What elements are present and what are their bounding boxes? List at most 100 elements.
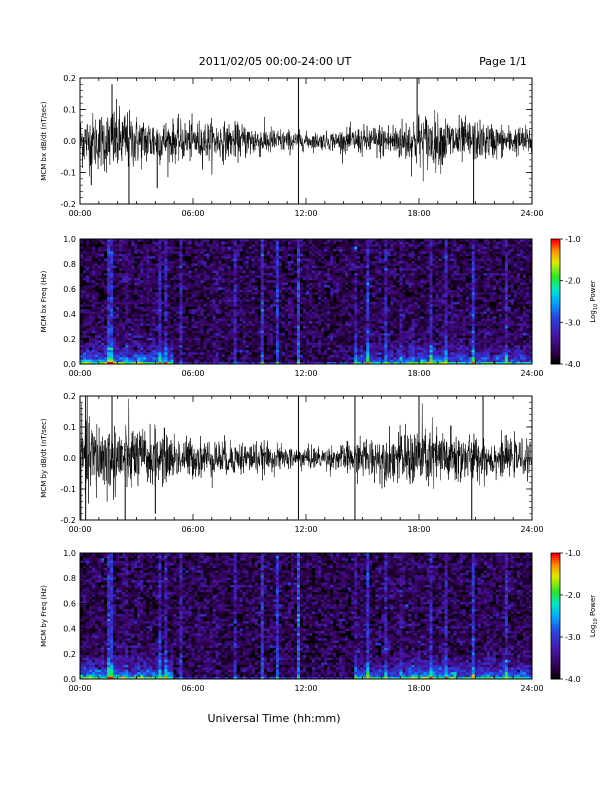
heat-cell	[206, 282, 210, 286]
heat-cell	[86, 354, 90, 358]
heat-cell	[254, 282, 259, 286]
heat-cell	[209, 315, 213, 319]
heat-cell	[134, 255, 138, 259]
heat-cell	[333, 263, 337, 266]
heat-cell	[321, 344, 325, 348]
heat-cell	[107, 361, 111, 365]
heat-cell	[287, 306, 292, 310]
heat-cell	[83, 339, 87, 343]
heat-cell	[321, 279, 325, 283]
heat-cell	[86, 342, 90, 346]
heat-cell	[152, 347, 156, 350]
heat-cell	[122, 243, 126, 247]
heat-cell	[164, 323, 168, 326]
heat-cell	[236, 291, 241, 295]
heat-cell	[104, 241, 108, 245]
heat-cell	[309, 284, 313, 288]
heat-cell	[125, 294, 129, 298]
heat-cell	[306, 313, 310, 317]
heat-cell	[302, 347, 307, 350]
heat-cell	[170, 243, 174, 247]
heat-cell	[278, 279, 283, 283]
heat-cell	[306, 296, 310, 300]
heat-cell	[218, 253, 223, 257]
heat-cell	[272, 291, 277, 295]
heat-cell	[170, 241, 174, 245]
heat-cell	[143, 270, 147, 274]
heat-cell	[242, 289, 247, 293]
heat-cell	[318, 251, 322, 254]
heat-cell	[284, 349, 289, 353]
heat-cell	[230, 308, 235, 312]
heat-cell	[287, 335, 292, 338]
heat-cell	[110, 279, 114, 283]
heat-cell	[86, 255, 90, 259]
heat-cell	[248, 246, 253, 250]
heat-cell	[224, 277, 229, 281]
heat-cell	[158, 354, 162, 358]
heat-cell	[113, 243, 117, 247]
heat-cell	[260, 361, 265, 365]
heat-cell	[197, 351, 201, 355]
heat-cell	[83, 248, 87, 252]
heat-cell	[113, 320, 117, 324]
heat-cell	[212, 296, 216, 300]
heat-cell	[158, 303, 162, 307]
heat-cell	[215, 294, 220, 298]
heat-cell	[230, 320, 235, 324]
heat-cell	[345, 255, 349, 259]
heat-cell	[146, 289, 150, 293]
heat-cell	[269, 255, 274, 259]
heat-cell	[345, 339, 349, 343]
heat-cell	[324, 359, 328, 362]
heat-cell	[140, 289, 144, 293]
heat-cell	[122, 284, 126, 288]
heat-cell	[260, 359, 265, 362]
heat-cell	[212, 351, 216, 355]
heat-cell	[242, 325, 247, 329]
heat-cell	[230, 361, 235, 365]
heat-cell	[236, 332, 241, 336]
heat-cell	[146, 294, 150, 298]
heat-cell	[254, 287, 259, 290]
heat-cell	[155, 299, 159, 302]
heat-cell	[140, 313, 144, 317]
heat-cell	[275, 344, 280, 348]
heat-cell	[318, 337, 322, 341]
heat-cell	[330, 253, 334, 257]
heat-cell	[203, 349, 207, 353]
heat-cell	[236, 253, 241, 257]
heat-cell	[239, 301, 244, 305]
heat-cell	[149, 296, 153, 300]
heat-cell	[152, 263, 156, 266]
heat-cell	[296, 279, 301, 283]
heat-cell	[242, 342, 247, 346]
heat-cell	[164, 253, 168, 257]
heat-cell	[215, 344, 220, 348]
heat-cell	[101, 251, 105, 254]
heat-cell	[188, 299, 192, 302]
heat-cell	[179, 255, 183, 259]
heat-cell	[197, 332, 201, 336]
heat-cell	[155, 344, 159, 348]
heat-cell	[176, 313, 180, 317]
heat-cell	[233, 337, 238, 341]
heat-cell	[327, 267, 331, 271]
heat-cell	[125, 315, 129, 319]
heat-cell	[263, 361, 268, 365]
heat-cell	[312, 356, 316, 360]
heat-cell	[339, 359, 343, 362]
heat-cell	[155, 327, 159, 331]
heat-cell	[330, 361, 334, 365]
heat-cell	[284, 275, 289, 278]
heat-cell	[203, 347, 207, 350]
heat-cell	[263, 320, 268, 324]
heat-cell	[137, 332, 141, 336]
heat-cell	[248, 301, 253, 305]
heat-cell	[287, 315, 292, 319]
heat-cell	[188, 347, 192, 350]
heat-cell	[173, 265, 177, 269]
heat-cell	[257, 330, 262, 334]
heat-cell	[164, 289, 168, 293]
heat-cell	[158, 315, 162, 319]
